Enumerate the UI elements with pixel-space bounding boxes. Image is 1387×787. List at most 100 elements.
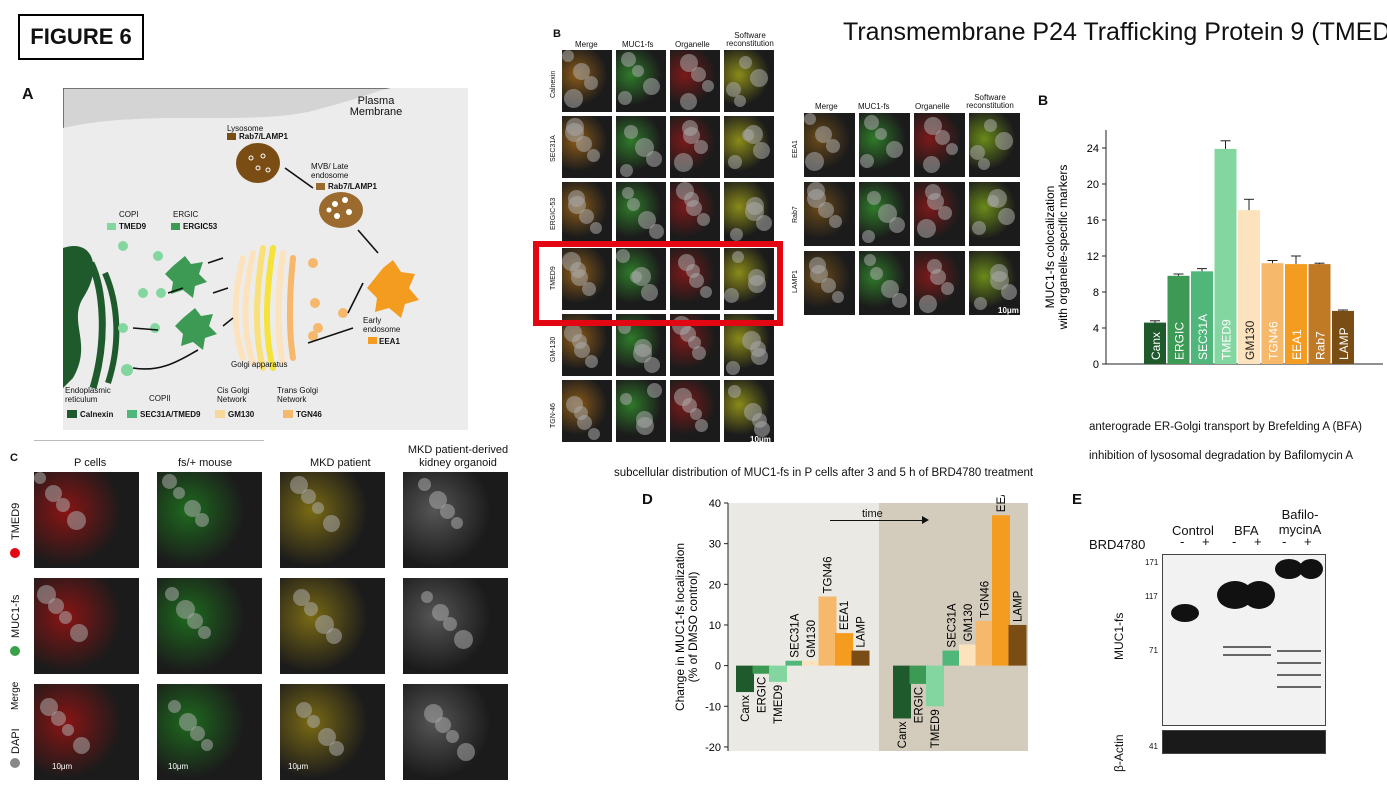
copi-marker: TMED9 (119, 222, 147, 231)
c-scale-3: 10μm (288, 762, 309, 771)
y-tick-label: 30 (709, 539, 721, 551)
row-lamp1: LAMP1 (792, 270, 799, 293)
micrograph-tile (859, 182, 910, 246)
micrograph-tile (724, 50, 774, 112)
col-muc1-right: MUC1-fs (858, 102, 890, 111)
actin-blot (1162, 730, 1326, 754)
timepoint-1-bg (728, 503, 879, 751)
micrograph-tile (859, 113, 910, 177)
bar-eea1-t1 (835, 633, 853, 666)
sign-1: - (1180, 534, 1185, 549)
mw-171: 171 (1145, 558, 1159, 567)
y-tick-label: 40 (709, 498, 721, 510)
plasma-membrane-label: Plasma Membrane (349, 95, 403, 118)
micrograph-tile (403, 472, 508, 568)
panel-a-label: A (22, 86, 34, 103)
category-label: LAMP (1337, 327, 1351, 360)
col-merge: Merge (575, 40, 598, 49)
time-arrowhead-icon (922, 516, 929, 524)
sign-3: - (1232, 534, 1237, 549)
micrograph-tile (724, 248, 774, 310)
mvb-label: MVB/ Late endosome (311, 162, 349, 180)
legend-sec31a-tmed9: SEC31A/TMED9 (140, 410, 201, 419)
micrograph-tile (562, 380, 612, 442)
bar-sec31a-t1 (785, 660, 804, 666)
bar-canx-t2 (893, 665, 911, 719)
panel-b-bar-chart: 0 4 8 12 16 20 24 Canx ERGIC SEC31A TMED9 GM130 TGN4… (1036, 118, 1386, 378)
bar-ergic-t2 (909, 665, 928, 684)
panel-e-label: E (1072, 491, 1083, 508)
mw-117: 117 (1145, 592, 1158, 601)
micrograph-tile (34, 684, 139, 780)
lysosome-label: Lysosome (227, 124, 264, 133)
note-bfa: anterograde ER-Golgi transport by Brefel… (1089, 421, 1362, 433)
row-gm130: GM-130 (550, 336, 557, 362)
panel-b-right-col-headers: Merge MUC1-fs Organelle Software reconst… (800, 94, 1022, 112)
mw-41: 41 (1149, 742, 1158, 751)
micrograph-tile (724, 380, 774, 442)
micrograph-tile (670, 380, 720, 442)
highlight-tmed9-box (533, 241, 783, 326)
c-col-mouse: fs/+ mouse (178, 457, 233, 469)
bar-tmed9-t1 (769, 665, 787, 682)
group-bafilomycin: Bafilo- mycinA (1278, 507, 1322, 537)
micrograph-tile (804, 251, 855, 315)
bar-lamp (1332, 310, 1354, 364)
note-bafilomycin: inhibition of lysosomal degradation by B… (1089, 450, 1354, 462)
micrograph-tile (157, 684, 262, 780)
category-label: TGN46 (823, 556, 835, 593)
micrograph-tile (616, 380, 666, 442)
row-sec31a: SEC31A (550, 135, 557, 162)
micrograph-tile (562, 116, 612, 178)
bar-gm130 (1238, 210, 1260, 364)
category-label: TMED9 (773, 685, 785, 724)
copii-label: COPII (149, 394, 171, 403)
dapi-dot-icon (10, 758, 20, 768)
micrograph-tile (969, 251, 1020, 315)
mvb-marker: Rab7/LAMP1 (328, 182, 377, 191)
row-eea1: EEA1 (792, 140, 799, 158)
micrograph-tile (562, 182, 612, 244)
y-tick-label: 10 (709, 620, 721, 632)
bar-ergic (1167, 275, 1190, 364)
category-label: Rab7 (1314, 331, 1328, 360)
micrograph-tile (914, 113, 965, 177)
early-endosome-marker: EEA1 (379, 337, 400, 346)
micrograph-tile (157, 578, 262, 674)
er-label: Endoplasmic reticulum (65, 386, 111, 404)
c-col-pcells: P cells (74, 457, 107, 469)
time-label: time (862, 508, 883, 520)
western-blot (1162, 554, 1326, 726)
category-label: GM130 (963, 604, 975, 642)
sign-2: + (1202, 534, 1210, 549)
micrograph-tile (859, 251, 910, 315)
row-ergic53: ERGIC-53 (550, 197, 557, 230)
col-merge-right: Merge (815, 102, 838, 111)
micrograph-tile (914, 182, 965, 246)
micrograph-tile (616, 248, 666, 310)
trans-golgi-label: Trans Golgi Network (277, 386, 319, 404)
panel-b-col-headers: Merge MUC1-fs Organelle Software reconst… (560, 32, 778, 50)
micrograph-tile (280, 578, 385, 674)
bar-gm130-t2 (959, 644, 977, 666)
category-label: TGN46 (980, 581, 992, 618)
lysosome-marker: Rab7/LAMP1 (239, 132, 288, 141)
y-tick-label: 24 (1087, 143, 1099, 155)
bar-tmed9 (1214, 148, 1237, 364)
c-col-organoid: MKD patient-derived kidney organoid (407, 444, 509, 469)
micrograph-tile (724, 116, 774, 178)
panel-c-label: C (10, 452, 18, 464)
y-tick-label: 20 (709, 579, 721, 591)
y-tick-label: -20 (705, 742, 721, 754)
bar-canx-t1 (736, 665, 754, 693)
col-organelle-right: Organelle (915, 102, 950, 111)
golgi-label: Golgi apparatus (231, 360, 288, 369)
c-row-dapi: DAPI (10, 728, 22, 754)
micrograph-tile (403, 578, 508, 674)
group-bfa: BFA (1234, 523, 1259, 538)
y-axis-label: Change in MUC1-fs localization(% of DMSO… (673, 543, 700, 711)
actin-label: β-Actin (1112, 734, 1126, 772)
category-label: TGN46 (1267, 321, 1281, 360)
micrograph-tile (670, 248, 720, 310)
c-row-merge: Merge (10, 681, 21, 710)
